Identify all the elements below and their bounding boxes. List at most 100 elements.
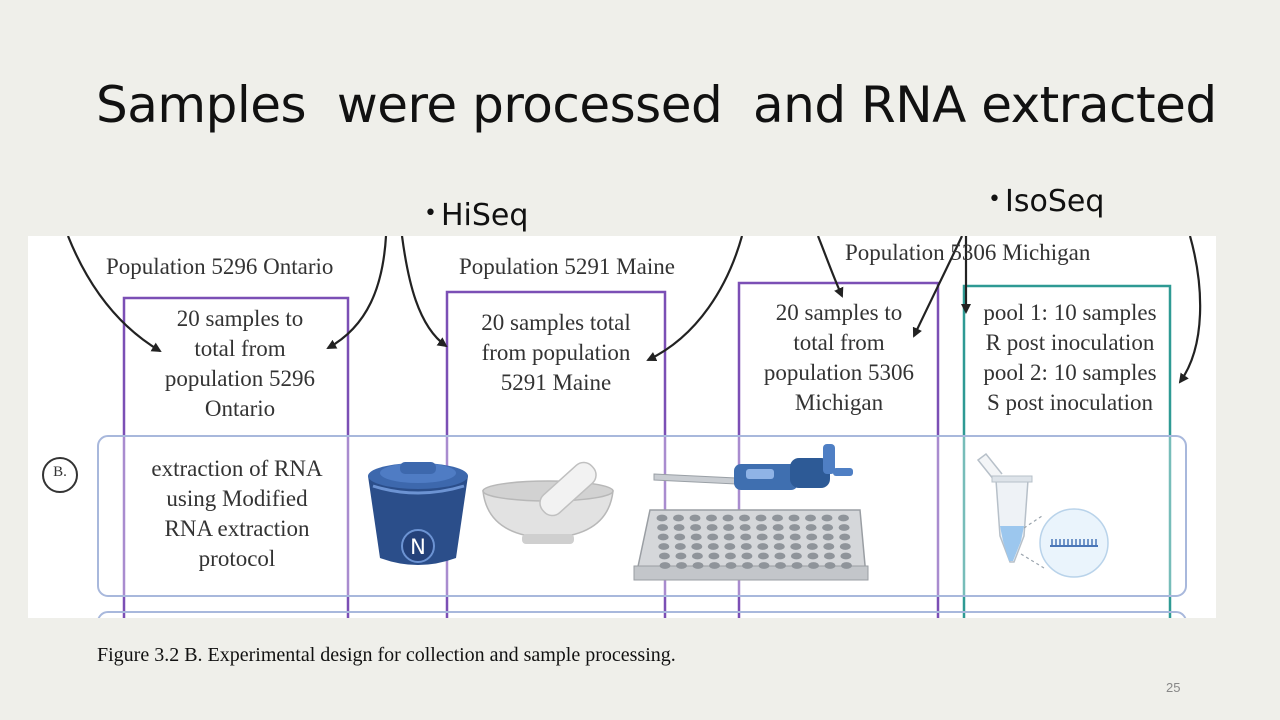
plate-well [659, 562, 671, 569]
plate-well [773, 533, 785, 541]
plate-well [723, 533, 735, 541]
plate-well [742, 562, 753, 569]
box-line: R post inoculation [985, 330, 1155, 355]
box-line: total from [194, 336, 286, 361]
plate-well [757, 552, 769, 560]
box-line: population 5296 [164, 366, 316, 391]
page-number: 25 [1166, 680, 1181, 695]
plate-well [673, 524, 685, 531]
box-line: Michigan [794, 390, 884, 415]
box-line: 20 samples to [775, 300, 903, 325]
plate-well [673, 514, 684, 522]
plate-well [808, 562, 819, 569]
box-line: pool 2: 10 samples [983, 360, 1157, 385]
bullet-hiseq: • HiSeq [424, 198, 528, 233]
plate-well [758, 562, 770, 569]
plate-well [789, 524, 801, 531]
plate-well [674, 533, 686, 541]
plate-well [723, 524, 735, 531]
plate-well [656, 514, 668, 522]
plate-well [707, 533, 719, 541]
plate-well [657, 524, 669, 531]
plate-well [691, 543, 703, 550]
plate-well [741, 552, 753, 560]
plate-well [839, 533, 851, 541]
slide-title: Samples were processed and RNA extracted [96, 76, 1217, 134]
box-line: population 5306 [763, 360, 915, 385]
magnified-rna-icon [1020, 508, 1109, 578]
plate-well [805, 514, 816, 522]
plate-well [706, 524, 718, 531]
box-line: 20 samples total [481, 310, 631, 335]
box-line: 20 samples to [176, 306, 304, 331]
plate-well [805, 524, 817, 531]
box-line: 5291 Maine [500, 370, 612, 395]
plate-well [807, 552, 819, 560]
plate-well [740, 533, 752, 541]
plate-well [788, 514, 800, 522]
plate-well [739, 514, 750, 522]
plate-well [806, 533, 818, 541]
plate-well [692, 562, 704, 569]
plate-well [708, 552, 720, 560]
plate-well [658, 543, 670, 550]
nitrogen-label: N [410, 535, 426, 559]
box-line: total from [793, 330, 885, 355]
liquid-nitrogen-container-icon [368, 462, 468, 565]
plate-well [722, 514, 734, 522]
step-line: using Modified [166, 486, 308, 511]
population-box-maine [445, 290, 667, 618]
box-line: from population [481, 340, 631, 365]
step-marker-label: B. [53, 464, 67, 480]
well-plate-icon [633, 509, 869, 581]
box-line: pool 1: 10 samples [983, 300, 1157, 325]
plate-well [707, 543, 719, 550]
plate-well [740, 543, 752, 550]
plate-well [822, 524, 834, 531]
box-text-ontario: 20 samples to total from population 5296… [134, 304, 346, 424]
box-text-pools: pool 1: 10 samples R post inoculation po… [965, 298, 1175, 418]
plate-well [823, 543, 835, 550]
plate-well [824, 562, 836, 569]
plate-well [706, 514, 717, 522]
step-line: extraction of RNA [151, 456, 323, 481]
plate-well [774, 552, 786, 560]
pipette-icon [653, 444, 853, 490]
plate-well [841, 562, 852, 569]
population-label-maine: Population 5291 Maine [459, 254, 675, 279]
population-label-michigan: Population 5306 Michigan [845, 240, 1091, 265]
next-row-top [97, 611, 1187, 618]
step-marker-circle [42, 457, 78, 493]
plate-well [791, 562, 803, 569]
plate-well [757, 543, 769, 550]
plate-well [657, 533, 669, 541]
plate-well [822, 533, 834, 541]
plate-well [806, 543, 818, 550]
bullet-isoseq-label: IsoSeq [1004, 184, 1105, 219]
box-text-michigan: 20 samples to total from population 5306… [741, 298, 937, 418]
population-box-michigan [737, 281, 940, 618]
bullet-hiseq-label: HiSeq [440, 198, 529, 233]
step-line: RNA extraction [164, 516, 310, 541]
experimental-design-figure: N [28, 236, 1216, 618]
figure-graphics: N [42, 236, 1202, 618]
plate-well [756, 533, 768, 541]
box-text-maine: 20 samples total from population 5291 Ma… [450, 308, 662, 398]
plate-well [838, 524, 850, 531]
step-line: protocol [198, 546, 276, 571]
plate-well [690, 533, 702, 541]
plate-well [724, 552, 736, 560]
plate-well [823, 552, 835, 560]
plate-well [675, 552, 687, 560]
plate-well [772, 524, 784, 531]
plate-well [840, 552, 852, 560]
box-line: S post inoculation [986, 390, 1154, 415]
figure-caption: Figure 3.2 B. Experimental design for co… [97, 644, 676, 666]
microcentrifuge-tube-icon [976, 452, 1033, 563]
plate-well [773, 543, 785, 550]
plate-well [790, 543, 802, 550]
plate-well [775, 562, 786, 569]
plate-well [689, 514, 701, 522]
population-label-ontario: Population 5296 Ontario [106, 254, 334, 279]
plate-well [790, 552, 802, 560]
